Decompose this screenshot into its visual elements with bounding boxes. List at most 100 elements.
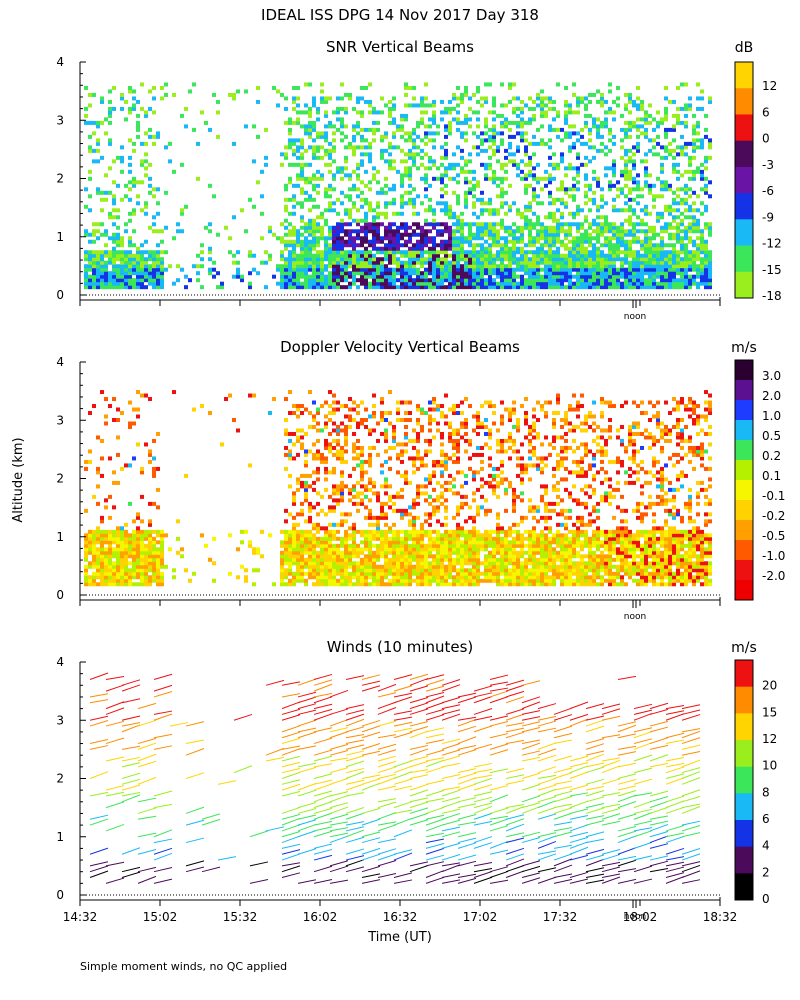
heatmap-cell xyxy=(524,264,528,269)
heatmap-cell xyxy=(524,138,528,143)
heatmap-cell xyxy=(576,211,580,216)
heatmap-cell xyxy=(684,183,688,188)
heatmap-cell xyxy=(388,564,392,569)
heatmap-cell xyxy=(328,96,332,101)
heatmap-cell xyxy=(128,536,132,541)
heatmap-cell xyxy=(152,529,156,534)
heatmap-cell xyxy=(320,264,324,269)
heatmap-cell xyxy=(660,117,664,122)
heatmap-cell xyxy=(576,187,580,192)
heatmap-cell xyxy=(516,267,520,272)
heatmap-cell xyxy=(676,145,680,150)
heatmap-cell xyxy=(120,554,124,559)
heatmap-cell xyxy=(372,543,376,548)
heatmap-cell xyxy=(704,113,708,118)
heatmap-cell xyxy=(136,575,140,580)
heatmap-cell xyxy=(308,568,312,573)
heatmap-cell xyxy=(552,253,556,258)
heatmap-cell xyxy=(156,243,160,248)
heatmap-cell xyxy=(348,533,352,538)
heatmap-cell xyxy=(160,274,164,279)
heatmap-cell xyxy=(472,253,476,258)
heatmap-cell xyxy=(292,274,296,279)
heatmap-cell xyxy=(500,225,504,230)
heatmap-cell xyxy=(116,582,120,587)
heatmap-cell xyxy=(512,281,516,286)
heatmap-cell xyxy=(464,281,468,286)
heatmap-cell xyxy=(684,145,688,150)
heatmap-cell xyxy=(96,190,100,195)
heatmap-cell xyxy=(192,264,196,269)
heatmap-cell xyxy=(372,243,376,248)
heatmap-cell xyxy=(524,103,528,108)
heatmap-cell xyxy=(464,138,468,143)
heatmap-cell xyxy=(572,194,576,199)
heatmap-cell xyxy=(412,141,416,146)
heatmap-cell xyxy=(452,106,456,111)
heatmap-cell xyxy=(652,285,656,290)
heatmap-cell xyxy=(416,257,420,262)
heatmap-cell xyxy=(332,271,336,276)
heatmap-cell xyxy=(116,568,120,573)
heatmap-cell xyxy=(584,173,588,178)
heatmap-cell xyxy=(492,260,496,265)
heatmap-cell xyxy=(92,232,96,237)
heatmap-cell xyxy=(528,204,532,209)
heatmap-cell xyxy=(424,250,428,255)
heatmap-cell xyxy=(616,232,620,237)
heatmap-cell xyxy=(348,236,352,241)
heatmap-cell xyxy=(372,445,376,450)
heatmap-cell xyxy=(392,229,396,234)
heatmap-cell xyxy=(372,127,376,132)
heatmap-cell xyxy=(520,267,524,272)
heatmap-cell xyxy=(416,134,420,139)
heatmap-cell xyxy=(536,274,540,279)
heatmap-cell xyxy=(84,540,88,545)
heatmap-cell xyxy=(468,106,472,111)
heatmap-cell xyxy=(128,110,132,115)
heatmap-cell xyxy=(656,285,660,290)
heatmap-cell xyxy=(352,204,356,209)
heatmap-cell xyxy=(496,159,500,164)
heatmap-cell xyxy=(288,484,292,489)
heatmap-cell xyxy=(380,239,384,244)
heatmap-cell xyxy=(296,281,300,286)
heatmap-cell xyxy=(376,278,380,283)
heatmap-cell xyxy=(528,208,532,213)
colorbar-swatch xyxy=(735,245,753,273)
heatmap-cell xyxy=(452,236,456,241)
heatmap-cell xyxy=(160,267,164,272)
heatmap-cell xyxy=(484,162,488,167)
heatmap-cell xyxy=(332,575,336,580)
heatmap-cell xyxy=(188,578,192,583)
heatmap-cell xyxy=(568,131,572,136)
heatmap-cell xyxy=(532,152,536,157)
heatmap-cell xyxy=(296,561,300,566)
heatmap-cell xyxy=(328,229,332,234)
heatmap-cell xyxy=(232,141,236,146)
heatmap-cell xyxy=(608,148,612,153)
heatmap-cell xyxy=(376,264,380,269)
heatmap-cell xyxy=(100,529,104,534)
heatmap-cell xyxy=(308,575,312,580)
heatmap-cell xyxy=(484,117,488,122)
heatmap-cell xyxy=(648,264,652,269)
heatmap-cell xyxy=(300,404,304,409)
heatmap-cell xyxy=(324,543,328,548)
heatmap-cell xyxy=(692,253,696,258)
heatmap-cell xyxy=(440,267,444,272)
heatmap-cell xyxy=(648,278,652,283)
heatmap-cell xyxy=(600,222,604,227)
colorbar-label: 12 xyxy=(762,79,777,93)
heatmap-cell xyxy=(460,239,464,244)
heatmap-cell xyxy=(528,274,532,279)
heatmap-cell xyxy=(612,183,616,188)
heatmap-cell xyxy=(344,285,348,290)
heatmap-cell xyxy=(708,264,712,269)
heatmap-cell xyxy=(336,529,340,534)
heatmap-cell xyxy=(572,243,576,248)
heatmap-cell xyxy=(600,260,604,265)
heatmap-cell xyxy=(308,543,312,548)
heatmap-cell xyxy=(360,236,364,241)
heatmap-cell xyxy=(336,236,340,241)
